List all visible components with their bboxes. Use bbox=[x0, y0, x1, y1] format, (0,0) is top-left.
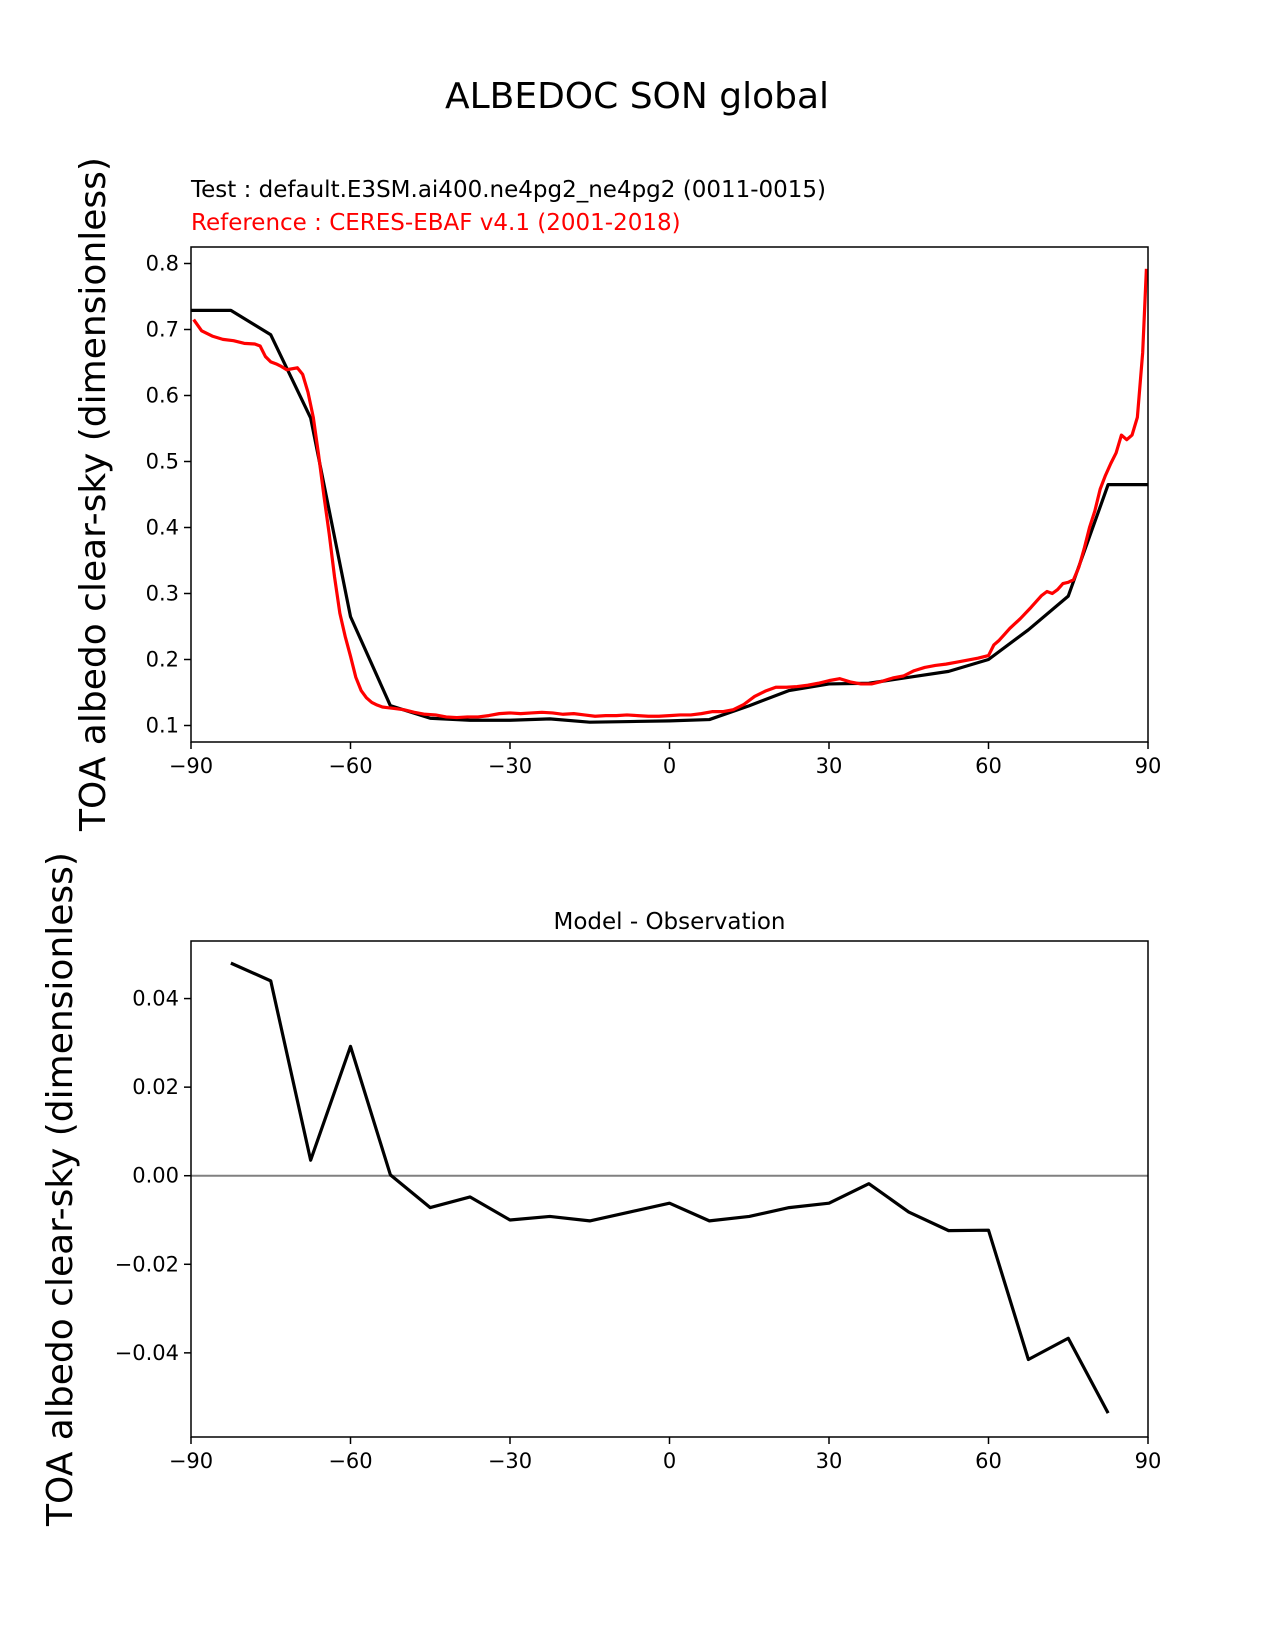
y-tick-label: 0.8 bbox=[146, 252, 179, 276]
y-tick-label: 0.6 bbox=[146, 384, 179, 408]
difference-panel: Model - Observation −90 −60 −30 0 30 60 90 −0.04… bbox=[40, 852, 1161, 1527]
y-axis-label: TOA albedo clear-sky (dimensionless) bbox=[73, 157, 114, 832]
x-tick-label: 90 bbox=[1135, 1449, 1162, 1473]
x-tick-label: 90 bbox=[1135, 754, 1162, 778]
x-tick-label: 60 bbox=[975, 754, 1002, 778]
reference-series-line bbox=[192, 268, 1148, 720]
test-series-line bbox=[191, 308, 1148, 724]
y-tick-label: 0.04 bbox=[132, 987, 179, 1011]
x-tick-label: 60 bbox=[975, 1449, 1002, 1473]
panel-title: Model - Observation bbox=[553, 909, 785, 935]
test-label: Test : default.E3SM.ai400.ne4pg2_ne4pg2 … bbox=[190, 177, 826, 203]
top-panel: −90 −60 −30 0 30 60 90 0.1 0.2 0.3 0.4 0.5 0.6 0.7 0.8… bbox=[73, 157, 1161, 832]
y-tick-label: 0.5 bbox=[146, 450, 179, 474]
x-tick-label: −60 bbox=[328, 1449, 372, 1473]
axes-frame bbox=[190, 246, 1149, 743]
y-tick-label: 0.3 bbox=[146, 582, 179, 606]
x-tick-label: 0 bbox=[663, 754, 676, 778]
x-tick-label: −30 bbox=[488, 1449, 532, 1473]
x-tick-label: 30 bbox=[816, 1449, 843, 1473]
x-tick-label: −60 bbox=[328, 754, 372, 778]
x-tick-label: 0 bbox=[663, 1449, 676, 1473]
reference-label: Reference : CERES-EBAF v4.1 (2001-2018) bbox=[191, 210, 681, 236]
y-tick-label: −0.04 bbox=[115, 1341, 179, 1365]
axes-frame bbox=[190, 940, 1149, 1438]
y-tick-label: −0.02 bbox=[115, 1252, 179, 1276]
x-tick-label: −90 bbox=[169, 754, 213, 778]
y-tick-label: 0.4 bbox=[146, 516, 179, 540]
y-axis-label: TOA albedo clear-sky (dimensionless) bbox=[40, 852, 81, 1527]
y-tick-label: 0.1 bbox=[146, 714, 179, 738]
x-tick-label: −30 bbox=[488, 754, 532, 778]
y-tick-label: 0.00 bbox=[132, 1164, 179, 1188]
x-tick-label: −90 bbox=[169, 1449, 213, 1473]
y-tick-label: 0.2 bbox=[146, 648, 179, 672]
difference-series-line bbox=[230, 961, 1110, 1414]
y-tick-label: 0.02 bbox=[132, 1075, 179, 1099]
figure-title: ALBEDOC SON global bbox=[445, 76, 829, 117]
y-tick-label: 0.7 bbox=[146, 318, 179, 342]
x-tick-label: 30 bbox=[816, 754, 843, 778]
